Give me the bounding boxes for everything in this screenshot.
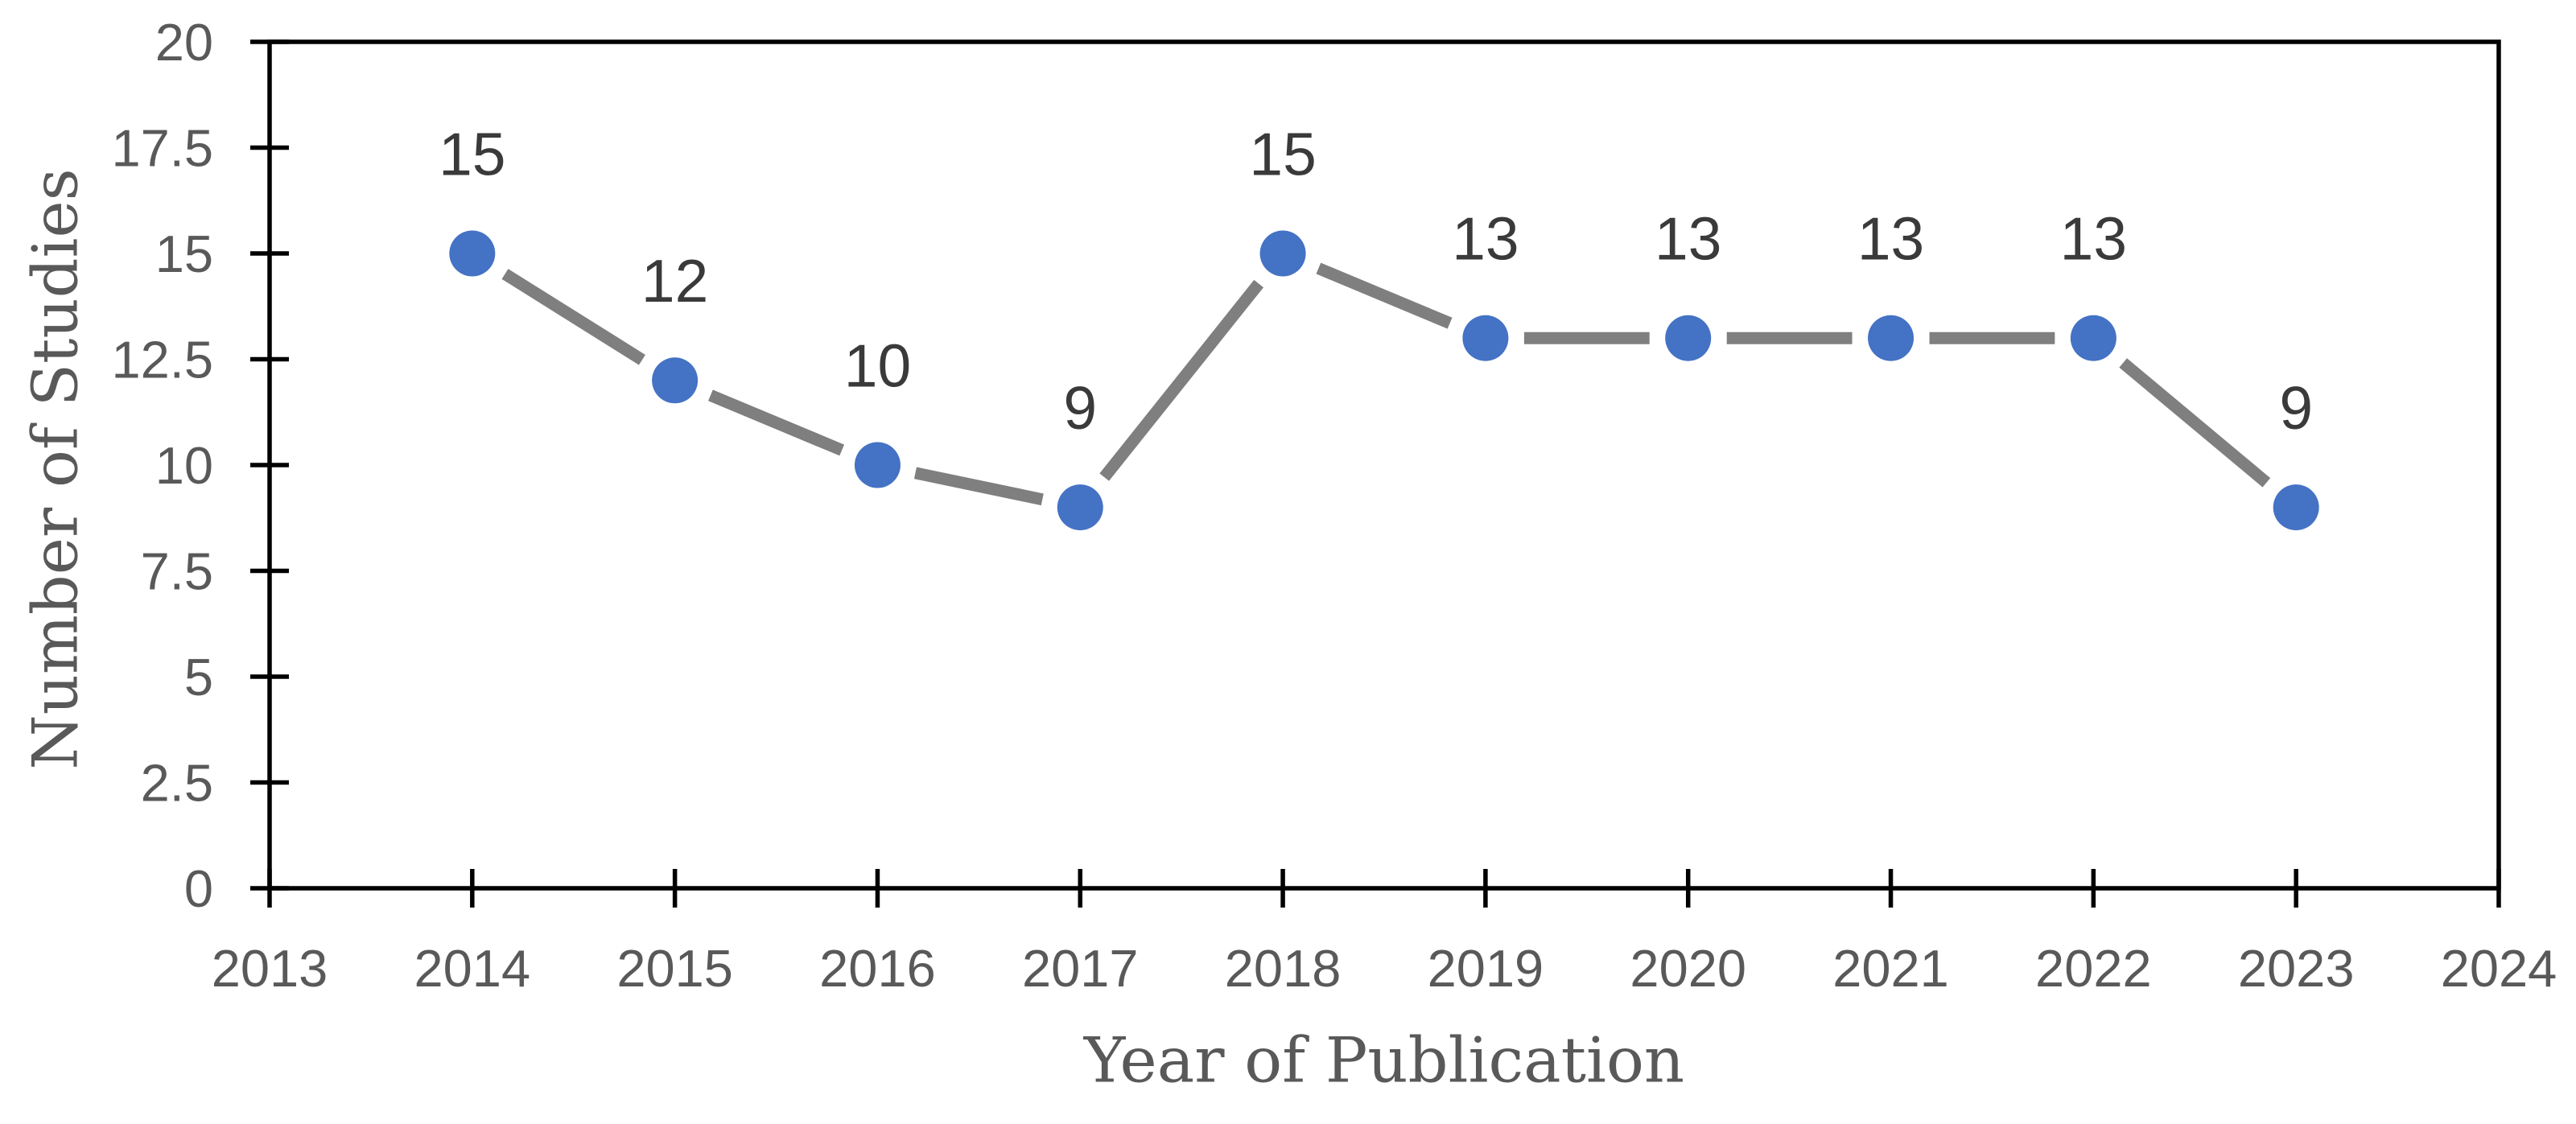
x-tick-label: 2017 bbox=[1022, 939, 1139, 998]
line-segment bbox=[501, 269, 645, 365]
data-label: 13 bbox=[1857, 204, 1924, 272]
line-segment bbox=[708, 389, 845, 456]
data-point-marker bbox=[1665, 315, 1712, 361]
y-tick-label: 12.5 bbox=[111, 330, 213, 389]
y-tick-label: 7.5 bbox=[141, 541, 213, 600]
data-label: 13 bbox=[1452, 204, 1519, 272]
series-line bbox=[501, 262, 2271, 506]
y-axis-title: Number of Studies bbox=[19, 168, 92, 769]
x-tick-label: 2024 bbox=[2441, 939, 2557, 998]
y-tick-label: 15 bbox=[155, 224, 213, 283]
data-label: 13 bbox=[2060, 204, 2127, 272]
data-point-marker bbox=[1259, 230, 1306, 277]
y-tick-label: 17.5 bbox=[111, 118, 213, 177]
x-tick-label: 2015 bbox=[616, 939, 733, 998]
axis-ticks bbox=[250, 39, 2501, 908]
line-segment bbox=[2119, 358, 2271, 488]
x-axis-title: Year of Publication bbox=[1083, 1024, 1684, 1097]
data-point-marker bbox=[2070, 315, 2116, 361]
y-tick-label: 20 bbox=[155, 13, 213, 72]
data-point-marker bbox=[449, 230, 496, 277]
data-label: 15 bbox=[439, 120, 505, 187]
data-point-marker bbox=[1462, 315, 1509, 361]
line-segment bbox=[1316, 262, 1453, 329]
y-tick-label: 0 bbox=[184, 859, 213, 918]
x-tick-label: 2020 bbox=[1630, 939, 1746, 998]
plot-area-frame bbox=[267, 39, 2501, 891]
data-label: 9 bbox=[2279, 374, 2313, 442]
data-point-marker bbox=[2273, 484, 2319, 531]
data-point-marker bbox=[1057, 484, 1103, 531]
x-tick-label: 2014 bbox=[414, 939, 531, 998]
x-tick-label: 2023 bbox=[2238, 939, 2355, 998]
data-label: 10 bbox=[844, 331, 911, 399]
y-tick-label: 5 bbox=[184, 648, 213, 706]
data-point-marker bbox=[652, 357, 699, 404]
x-tick-label: 2013 bbox=[212, 939, 328, 998]
data-label: 12 bbox=[641, 247, 708, 315]
x-tick-label: 2022 bbox=[2035, 939, 2152, 998]
series-data-labels: 15 12 10 9 15 13 13 13 13 9 bbox=[439, 120, 2313, 442]
line-segment bbox=[913, 467, 1044, 506]
data-point-marker bbox=[854, 442, 901, 488]
data-point-marker bbox=[1868, 315, 1914, 361]
x-tick-label: 2019 bbox=[1428, 939, 1544, 998]
x-tick-label: 2018 bbox=[1225, 939, 1342, 998]
y-tick-label: 2.5 bbox=[141, 753, 213, 812]
x-tick-label: 2016 bbox=[819, 939, 936, 998]
data-label: 15 bbox=[1249, 120, 1316, 187]
data-label: 13 bbox=[1655, 204, 1721, 272]
line-segment bbox=[1099, 279, 1264, 481]
series-markers bbox=[449, 230, 2319, 531]
axis-tick-labels: 2013 2014 2015 2016 2017 2018 2019 2020 2021 2022… bbox=[111, 13, 2557, 998]
x-tick-label: 2021 bbox=[1832, 939, 1949, 998]
data-label: 9 bbox=[1063, 374, 1097, 442]
y-tick-label: 10 bbox=[155, 436, 213, 495]
